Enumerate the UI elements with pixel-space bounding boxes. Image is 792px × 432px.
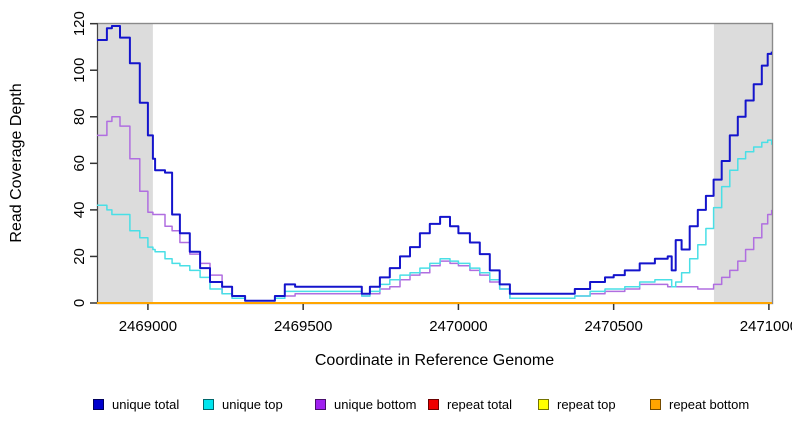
legend-label: repeat total bbox=[447, 396, 513, 412]
legend: unique total unique top unique bottom repea… bbox=[0, 396, 792, 416]
coverage-plot-canvas: 0 20 40 60 80 100 120 2469000 2469500 2470000 2470… bbox=[71, 11, 792, 335]
legend-swatch-unique-total bbox=[93, 398, 104, 410]
legend-item-unique-bottom: unique bottom bbox=[315, 396, 416, 412]
y-tick-label: 100 bbox=[71, 58, 88, 83]
series-line-unique-top bbox=[97, 139, 772, 302]
legend-label: unique total bbox=[112, 396, 180, 412]
y-tick-label: 60 bbox=[71, 155, 88, 172]
y-tick-label: 40 bbox=[71, 202, 88, 219]
y-tick-label: 80 bbox=[71, 108, 88, 125]
x-tick-label: 2471000 bbox=[740, 318, 792, 335]
y-axis-title: Read Coverage Depth bbox=[8, 83, 25, 243]
x-axis-title: Coordinate in Reference Genome bbox=[314, 352, 555, 369]
legend-label: repeat top bbox=[557, 396, 616, 412]
legend-swatch-repeat-total bbox=[428, 398, 439, 410]
series-line-unique-total bbox=[97, 25, 772, 302]
legend-item-repeat-top: repeat top bbox=[538, 396, 616, 412]
shaded-region bbox=[97, 24, 153, 303]
legend-item-repeat-bottom: repeat bottom bbox=[650, 396, 749, 412]
x-tick-label: 2470000 bbox=[429, 318, 487, 335]
legend-swatch-unique-top bbox=[203, 398, 214, 410]
y-tick-label: 120 bbox=[71, 11, 88, 36]
x-tick-label: 2469500 bbox=[274, 318, 332, 335]
y-tick-label: 0 bbox=[71, 299, 88, 307]
legend-item-unique-total: unique total bbox=[93, 396, 179, 412]
legend-label: unique bottom bbox=[334, 396, 417, 412]
x-tick-label: 2470500 bbox=[584, 318, 642, 335]
legend-swatch-repeat-top bbox=[538, 398, 549, 410]
x-tick-label: 2469000 bbox=[119, 318, 177, 335]
legend-item-repeat-total: repeat total bbox=[428, 396, 512, 412]
legend-item-unique-top: unique top bbox=[203, 396, 283, 412]
legend-swatch-unique-bottom bbox=[315, 398, 326, 410]
legend-label: repeat bottom bbox=[669, 396, 750, 412]
legend-swatch-repeat-bottom bbox=[650, 398, 661, 410]
legend-label: unique top bbox=[222, 396, 283, 412]
y-tick-label: 20 bbox=[71, 248, 88, 265]
series-line-unique-bottom bbox=[97, 116, 772, 302]
